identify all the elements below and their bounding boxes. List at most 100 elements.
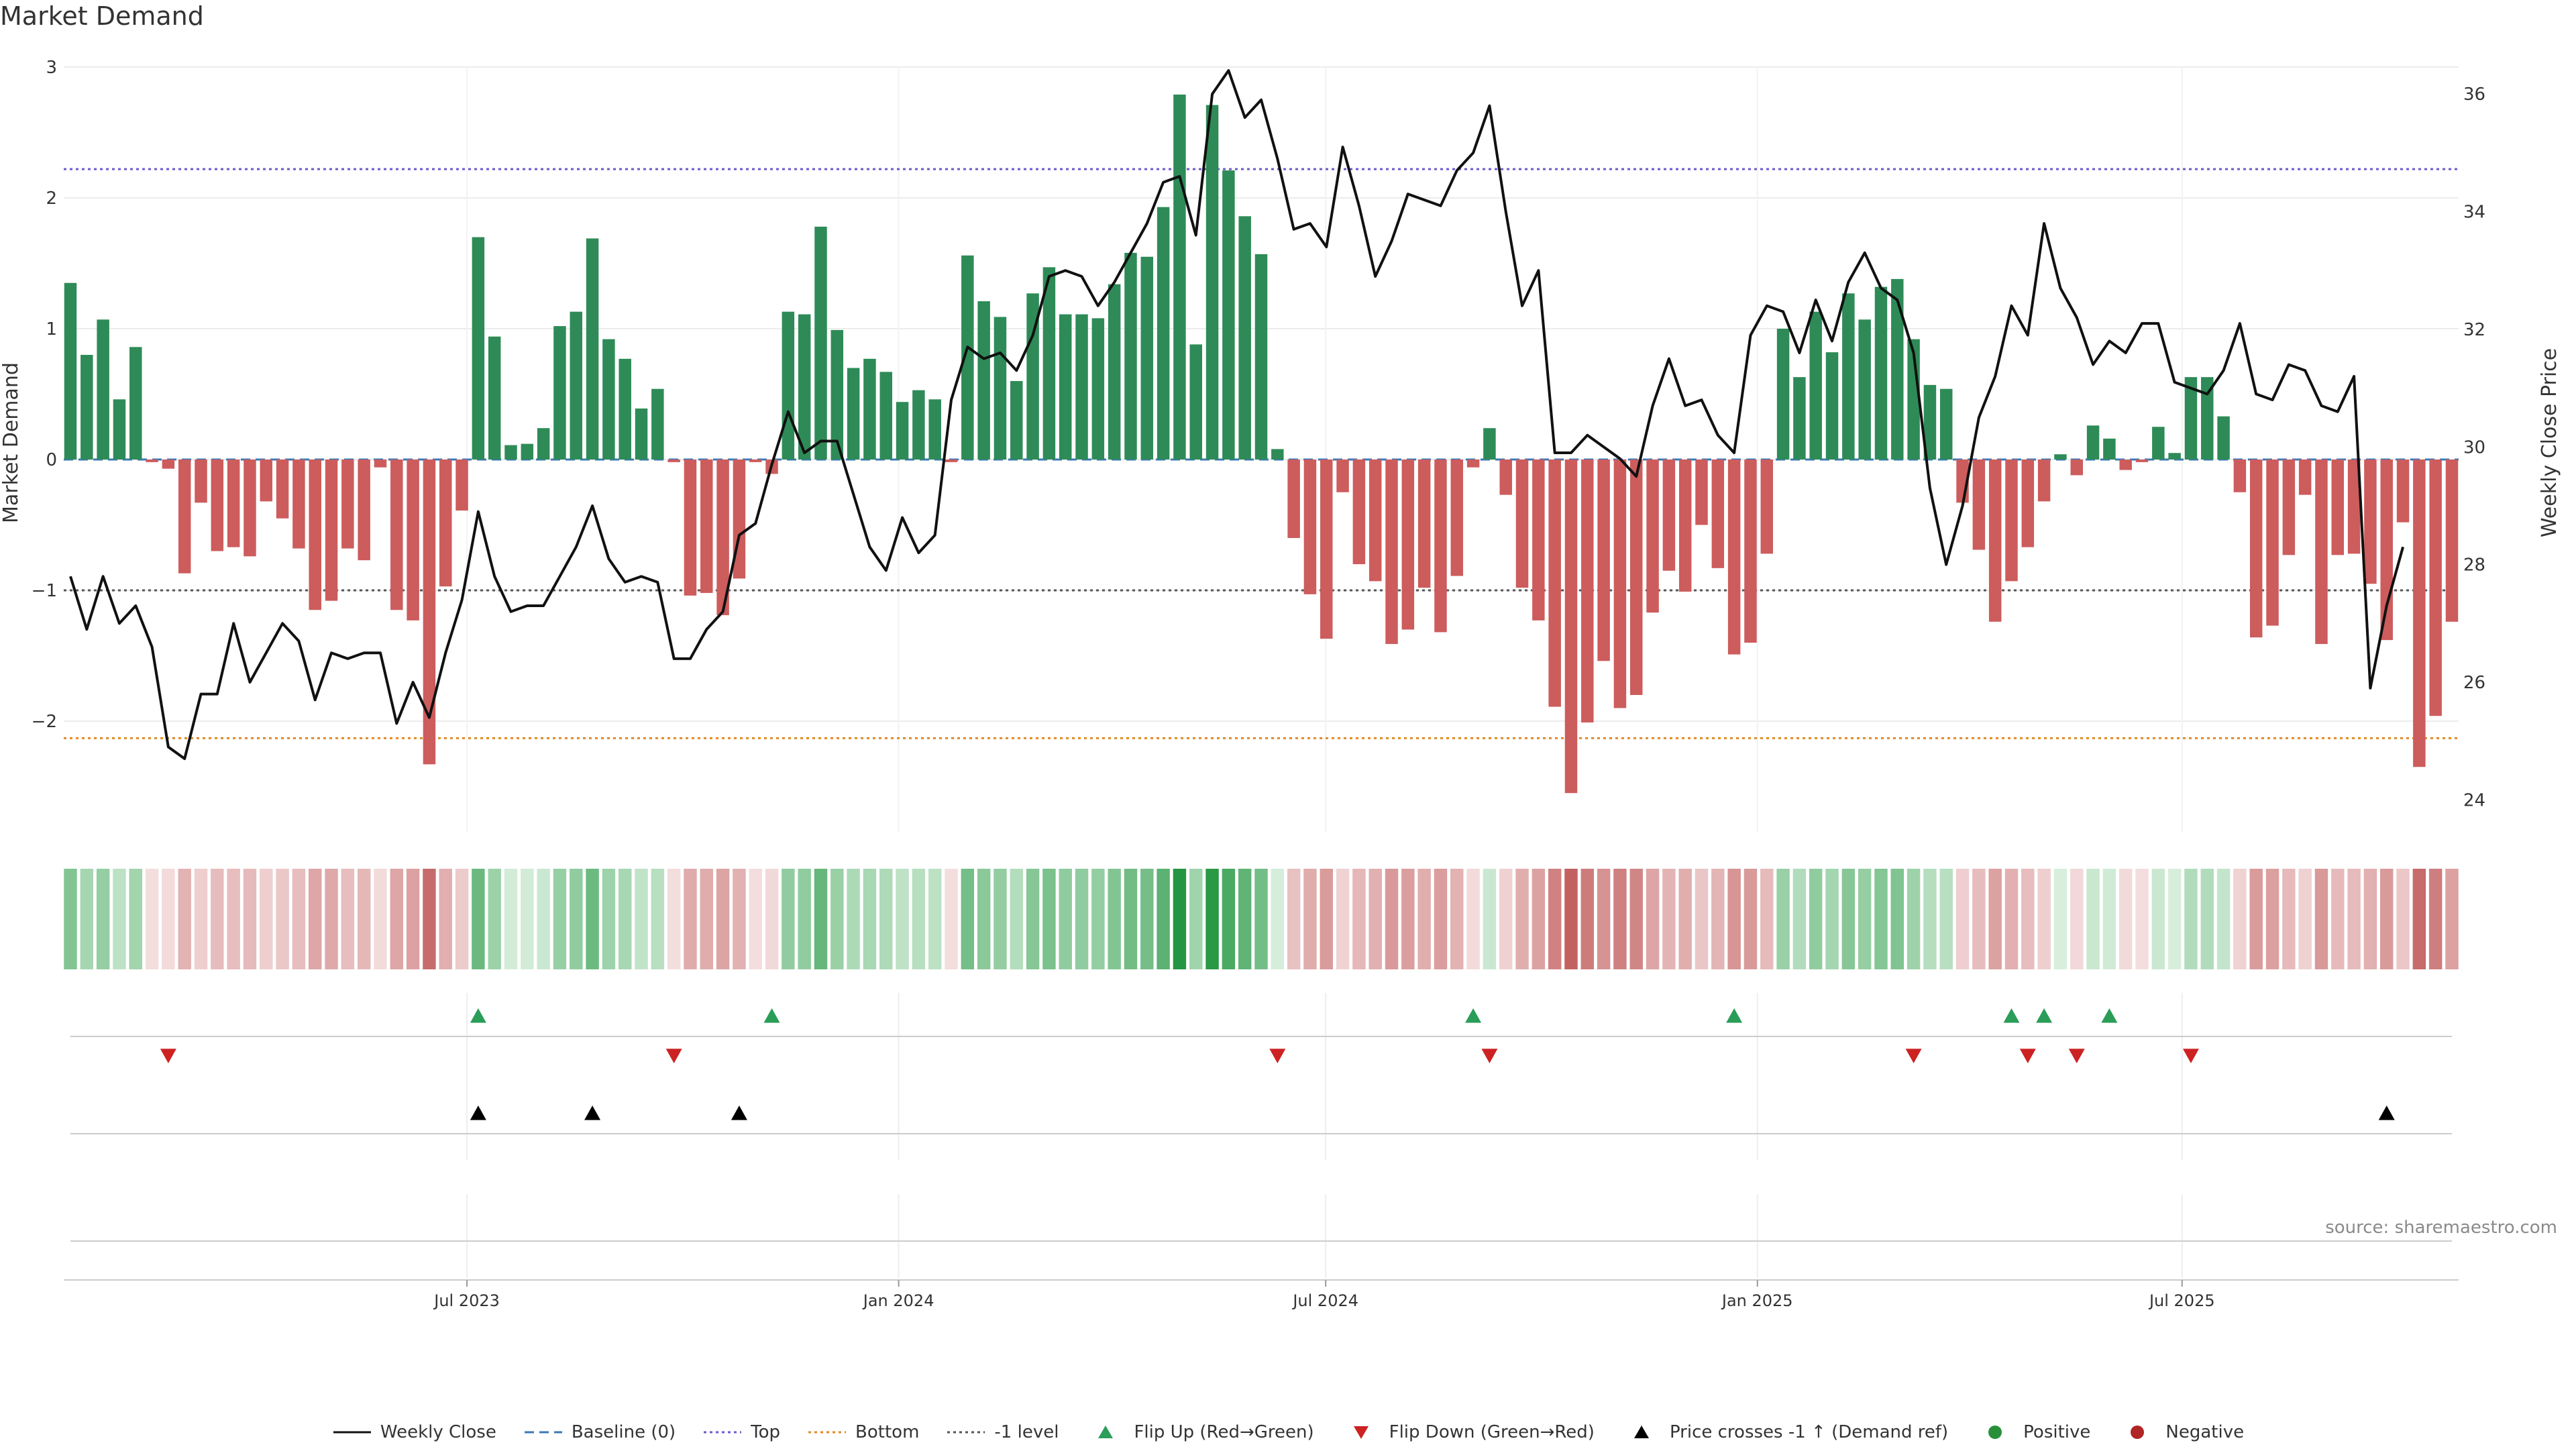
flip-down-marker [1269,1049,1286,1063]
demand-bar [1809,311,1822,460]
demand-bar [912,390,925,460]
demand-bar [1695,460,1708,525]
flip-down-marker [2068,1049,2085,1063]
heat-cell [1124,869,1138,969]
flip-down-marker [665,1049,682,1063]
heat-cell [2265,869,2279,969]
heat-cell [912,869,926,969]
demand-bar [1646,460,1659,613]
x-tick-label: Jul 2025 [2148,1291,2215,1310]
demand-bar [830,329,844,460]
heat-cell [977,869,991,969]
demand-bar [1972,460,1986,550]
heat-cell [2347,869,2361,969]
demand-bar [1581,460,1594,722]
heat-cell [504,869,518,969]
legend-symbol-icon [524,1431,562,1434]
demand-bar [488,336,501,460]
demand-bar [439,460,452,587]
heat-cell [814,869,828,969]
demand-bar [341,460,354,549]
y2-tick-label: 34 [2463,203,2485,223]
heat-cell [994,869,1007,969]
heat-cell [2070,869,2084,969]
demand-bar [244,460,256,557]
demand-bar [1417,460,1431,588]
demand-bar [1597,460,1610,661]
heat-cell [1809,869,1823,969]
legend-label: Baseline (0) [571,1422,676,1442]
y2-tick-label: 36 [2463,85,2485,105]
demand-bar [1173,94,1186,460]
legend-symbol-icon [333,1431,371,1434]
demand-bar [1238,216,1251,460]
heat-cell [260,869,273,969]
heat-cell [1205,869,1219,969]
demand-bar [1744,460,1757,643]
heat-cell [2102,869,2116,969]
legend-item: Baseline (0) [523,1422,676,1442]
heat-cell [1972,869,1986,969]
legend-item: Bottom [807,1422,919,1442]
price-cross-marker [2378,1106,2395,1120]
demand-bar [2184,377,2198,460]
heat-cell [2428,869,2443,969]
demand-bar [455,460,468,511]
demand-bar [1923,384,1937,460]
demand-bar [798,314,811,460]
demand-bar [2282,460,2296,555]
demand-bar [64,282,77,460]
heat-cell [1564,869,1578,969]
heat-cell [2282,869,2296,969]
demand-bar [1711,460,1725,568]
legend: Weekly Close Baseline (0) Top Bottom -1 leve… [0,1422,2576,1442]
heat-cell [1597,869,1611,969]
demand-bar [260,460,273,502]
demand-bar [863,358,876,460]
demand-bar [325,460,338,601]
heat-cell [1955,869,1970,969]
heat-cell [194,869,208,969]
heat-cell [1091,869,1105,969]
y2-tick-label: 30 [2463,437,2485,458]
legend-symbol-icon [1353,1426,1368,1439]
demand-bar [1662,460,1676,571]
demand-bar [2103,438,2116,460]
demand-bar [2298,460,2312,495]
demand-bar [276,460,289,519]
heat-cell [830,869,844,969]
heat-cell [1711,869,1725,969]
y-tick-label: 0 [46,450,57,470]
demand-bar [1727,460,1741,655]
demand-bar [928,399,941,460]
demand-bar [602,339,615,460]
demand-bar [1271,449,1284,460]
heat-cell [1760,869,1774,969]
demand-bar [1450,460,1464,576]
demand-bar [1124,252,1137,460]
heat-cell [2445,869,2459,969]
demand-bar [1499,460,1512,495]
demand-bar [782,311,795,460]
demand-bar [1678,460,1692,592]
y-axis-label: Market Demand [0,362,23,523]
price-cross-marker [584,1106,601,1120]
heat-cell [1417,869,1431,969]
flip-down-marker [2019,1049,2036,1063]
flip-up-marker [763,1008,780,1023]
heat-cell [1352,869,1366,969]
demand-bar [716,460,729,616]
demand-bar [847,368,860,460]
legend-symbol-icon [1988,1426,2002,1439]
demand-bar [749,460,762,462]
heat-cell [1988,869,2002,969]
demand-bar [1939,388,1953,460]
demand-bar [1630,460,1643,695]
y-tick-label: 3 [46,58,57,78]
heat-cell [1222,869,1236,969]
legend-label: Weekly Close [380,1422,496,1442]
heat-cell [1075,869,1089,969]
y-tick-label: −1 [32,581,57,601]
demand-bar [896,402,909,460]
legend-label: Price crosses -1 ↑ (Demand ref) [1669,1422,1949,1442]
